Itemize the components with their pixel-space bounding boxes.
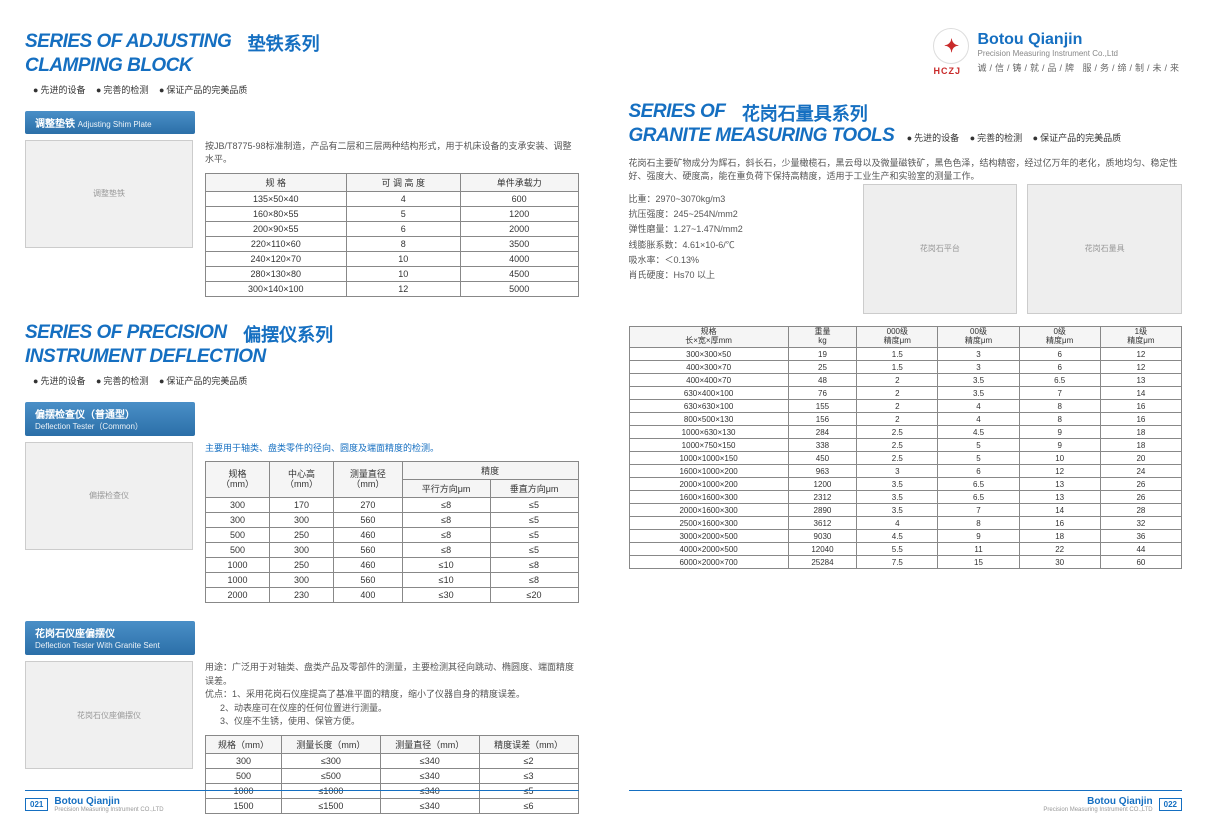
shim-plate-image: 调整垫铁 bbox=[25, 140, 193, 248]
deflection-common-intro: 主要用于轴类、盘类零件的径向、圆度及端面精度的检测。 bbox=[205, 442, 579, 456]
shim-plate-bar: 调整垫铁 Adjusting Shim Plate bbox=[25, 111, 195, 134]
deflection-granite-adv: 优点：1、采用花岗石仪座提高了基准平面的精度，缩小了仪器自身的精度误差。 2、动… bbox=[205, 688, 579, 729]
deflection-granite-use: 用途：广泛用于对轴类、盘类产品及零部件的测量，主要检测其径向跳动、椭圆度、端面精… bbox=[205, 661, 579, 688]
brand-motto: 诚/信/铸/就/品/牌 服/务/缔/制/未/来 bbox=[977, 61, 1182, 74]
left-page: SERIES OF ADJUSTING 垫铁系列 CLAMPING BLOCK … bbox=[0, 0, 604, 825]
granite-title-cn: 花岗石量具系列 bbox=[742, 100, 868, 126]
table-row: 2000230400≤30≤20 bbox=[206, 588, 579, 603]
table-row: 3000×2000×50090304.591836 bbox=[629, 530, 1182, 543]
table-row: 1500≤1500≤340≤6 bbox=[206, 798, 579, 813]
brand-name: Botou Qianjin bbox=[977, 31, 1182, 49]
section1-header: SERIES OF ADJUSTING 垫铁系列 CLAMPING BLOCK … bbox=[25, 30, 579, 96]
footer-line-right bbox=[629, 790, 1183, 791]
table-row: 2000×1000×20012003.56.51326 bbox=[629, 478, 1182, 491]
table-row: 300×140×100125000 bbox=[206, 281, 579, 296]
deflection-granite-bar: 花岗石仪座偏摆仪 Deflection Tester With Granite … bbox=[25, 621, 195, 655]
section2-tagline: 先进的设备 完善的检测 保证产品的完美品质 bbox=[33, 374, 579, 387]
table-row: 300×300×50191.53612 bbox=[629, 348, 1182, 361]
table-row: 400×300×70251.53612 bbox=[629, 361, 1182, 374]
shim-plate-intro: 按JB/T8775-98标准制造，产品有二层和三层两种结构形式，用于机床设备的支… bbox=[205, 140, 579, 167]
section2-title-en2: INSTRUMENT DEFLECTION bbox=[25, 347, 579, 368]
table-row: 200×90×5562000 bbox=[206, 221, 579, 236]
page-num-left: 021 bbox=[25, 798, 48, 811]
table-row: 300≤300≤340≤2 bbox=[206, 753, 579, 768]
table-row: 4000×2000×500120405.5112244 bbox=[629, 543, 1182, 556]
granite-title-en1: SERIES OF bbox=[629, 101, 726, 122]
page-num-right: 022 bbox=[1159, 798, 1182, 811]
section2-title-cn: 偏摆仪系列 bbox=[243, 321, 333, 347]
table-row: 500≤500≤340≤3 bbox=[206, 768, 579, 783]
table-row: 1600×1600×30023123.56.51326 bbox=[629, 491, 1182, 504]
table-row: 630×400×1007623.5714 bbox=[629, 387, 1182, 400]
granite-section-header: SERIES OF 花岗石量具系列 GRANITE MEASURING TOOL… bbox=[629, 100, 1183, 147]
section1-title-en2: CLAMPING BLOCK bbox=[25, 56, 579, 77]
logo-block: ✦ HCZJ Botou Qianjin Precision Measuring… bbox=[933, 28, 1182, 76]
table-row: 6000×2000×700252847.5153060 bbox=[629, 556, 1182, 569]
granite-image-2: 花岗石量具 bbox=[1027, 184, 1182, 314]
brand-sub: Precision Measuring Instrument Co.,Ltd bbox=[977, 49, 1182, 58]
logo-icon: ✦ bbox=[933, 28, 969, 64]
table-row: 1000×630×1302842.54.5918 bbox=[629, 426, 1182, 439]
granite-title-en2: GRANITE MEASURING TOOLS bbox=[629, 125, 895, 146]
table-row: 2000×1600×30028903.571428 bbox=[629, 504, 1182, 517]
deflection-common-table: 规格（mm） 中心高（mm） 测量直径（mm） 精度 平行方向μm 垂直方向μm… bbox=[205, 461, 579, 603]
table-row: 1000300560≤10≤8 bbox=[206, 573, 579, 588]
table-row: 220×110×6083500 bbox=[206, 236, 579, 251]
section1-tagline: 先进的设备 完善的检测 保证产品的完美品质 bbox=[33, 83, 579, 96]
section2-title-en1: SERIES OF PRECISION bbox=[25, 322, 227, 343]
section1-title-cn: 垫铁系列 bbox=[248, 30, 320, 56]
table-row: 135×50×404600 bbox=[206, 191, 579, 206]
shim-plate-table: 规 格 可 调 高 度 单件承载力 135×50×404600160×80×55… bbox=[205, 173, 579, 297]
deflection-common-bar: 偏摆检查仪（普通型） Deflection Tester（Common） bbox=[25, 402, 195, 436]
table-row: 400×400×704823.56.513 bbox=[629, 374, 1182, 387]
section1-title-en1: SERIES OF ADJUSTING bbox=[25, 31, 231, 52]
table-row: 800×500×13015624816 bbox=[629, 413, 1182, 426]
granite-intro: 花岗石主要矿物成分为辉石，斜长石，少量橄榄石，黑云母以及微量磁铁矿，黑色色泽，结… bbox=[629, 157, 1183, 184]
granite-image-1: 花岗石平台 bbox=[863, 184, 1018, 314]
hczj-label: HCZJ bbox=[933, 66, 969, 76]
table-row: 1000250460≤10≤8 bbox=[206, 558, 579, 573]
table-row: 1000×750×1503382.55918 bbox=[629, 439, 1182, 452]
table-row: 160×80×5551200 bbox=[206, 206, 579, 221]
granite-specs: 比重：2970~3070kg/m3 抗压强度：245~254N/mm2 弹性磨量… bbox=[629, 192, 849, 284]
deflection-common-image: 偏摆检查仪 bbox=[25, 442, 193, 550]
granite-table: 规格长×宽×厚mm 重量kg 000级精度μm 00级精度μm 0级精度μm 1… bbox=[629, 326, 1183, 570]
footer-left: 021 Botou QianjinPrecision Measuring Ins… bbox=[25, 796, 164, 813]
table-row: 300170270≤8≤5 bbox=[206, 498, 579, 513]
right-page: ✦ HCZJ Botou Qianjin Precision Measuring… bbox=[604, 0, 1207, 825]
table-row: 280×130×80104500 bbox=[206, 266, 579, 281]
granite-tagline: 先进的设备 完善的检测 保证产品的完美品质 bbox=[907, 133, 1129, 143]
table-row: 500300560≤8≤5 bbox=[206, 543, 579, 558]
deflection-granite-image: 花岗石仪座偏摆仪 bbox=[25, 661, 193, 769]
table-row: 240×120×70104000 bbox=[206, 251, 579, 266]
table-row: 500250460≤8≤5 bbox=[206, 528, 579, 543]
footer-line-left bbox=[25, 790, 579, 791]
table-row: 300300560≤8≤5 bbox=[206, 513, 579, 528]
section2-header: SERIES OF PRECISION 偏摆仪系列 INSTRUMENT DEF… bbox=[25, 321, 579, 387]
table-row: 1600×1000×200963361224 bbox=[629, 465, 1182, 478]
footer-right: 022 Botou QianjinPrecision Measuring Ins… bbox=[1043, 796, 1182, 813]
table-row: 630×630×10015524816 bbox=[629, 400, 1182, 413]
table-row: 1000×1000×1504502.551020 bbox=[629, 452, 1182, 465]
table-row: 2500×1600×3003612481632 bbox=[629, 517, 1182, 530]
deflection-granite-table: 规格（mm） 测量长度（mm） 测量直径（mm） 精度误差（mm） 300≤30… bbox=[205, 735, 579, 814]
